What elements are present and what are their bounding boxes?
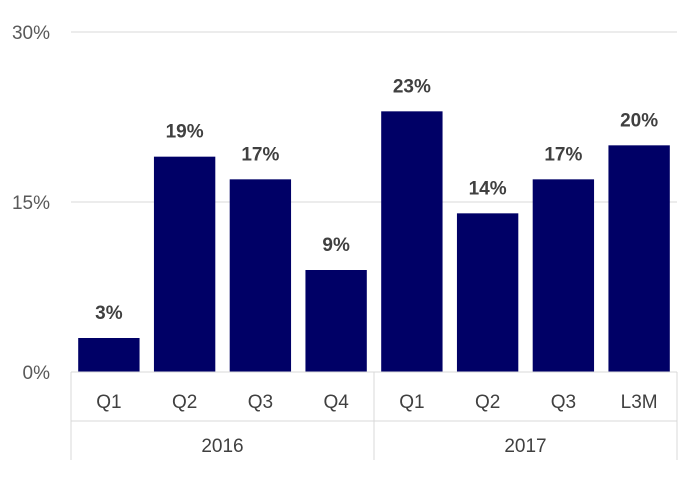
bars — [78, 111, 670, 372]
data-label: 3% — [95, 303, 123, 324]
x-tick-label: L3M — [621, 392, 658, 413]
x-tick-label: Q1 — [96, 392, 121, 413]
data-labels: 3% 19% 17% 9% 23% 14% 17% 20% — [95, 76, 658, 324]
y-tick-label: 15% — [12, 193, 50, 214]
data-label: 23% — [393, 76, 431, 97]
x-tick-label: Q4 — [323, 392, 349, 413]
x-tick-label: Q3 — [551, 392, 576, 413]
x-tick-label: Q2 — [475, 392, 500, 413]
data-label: 19% — [166, 122, 204, 143]
bar — [78, 338, 140, 372]
bar — [608, 145, 670, 372]
x-axis: Q1 Q2 Q3 Q4 Q1 Q2 Q3 L3M 2016 2017 — [70, 371, 678, 460]
bar — [456, 213, 519, 372]
data-label: 17% — [241, 144, 279, 165]
bar — [305, 270, 367, 372]
bar — [229, 179, 292, 372]
y-tick-label: 30% — [12, 23, 50, 44]
y-tick-label: 0% — [23, 363, 51, 384]
bar — [153, 156, 216, 372]
y-axis-ticks: 0% 15% 30% — [12, 23, 50, 384]
data-label: 14% — [469, 178, 507, 199]
data-label: 9% — [322, 235, 350, 256]
data-label: 20% — [620, 110, 658, 131]
bar — [381, 111, 443, 372]
x-group-label: 2017 — [504, 436, 546, 457]
data-label: 17% — [544, 144, 582, 165]
x-tick-label: Q2 — [172, 392, 197, 413]
x-tick-label: Q3 — [248, 392, 273, 413]
bar — [532, 179, 595, 372]
x-tick-label: Q1 — [399, 392, 424, 413]
x-group-label: 2016 — [201, 436, 243, 457]
